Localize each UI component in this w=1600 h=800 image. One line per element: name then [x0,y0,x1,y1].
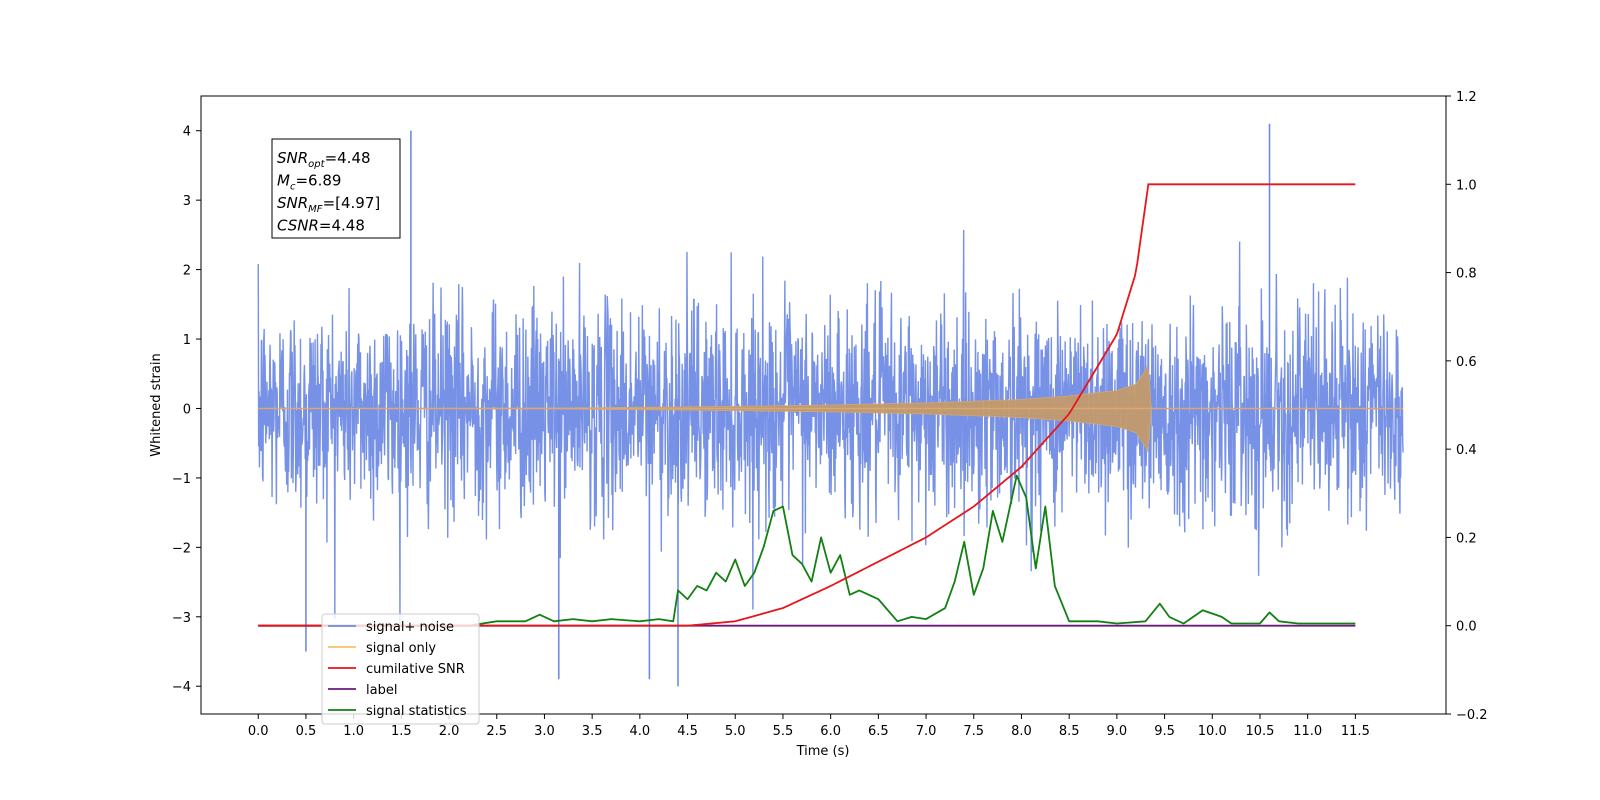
y2-tick-label: 0.8 [1456,267,1477,282]
y-axis-right: −0.2 0.0 0.2 0.4 0.6 0.8 1.0 1.2 [1446,90,1488,723]
y-axis-label: Whitened strain [149,353,164,456]
x-tick-label: 6.5 [868,724,889,739]
legend-entry-label: signal only [366,641,436,656]
x-tick-label: 6.0 [820,724,841,739]
x-axis-label: Time (s) [796,744,850,759]
y2-tick-label: 0.4 [1456,443,1477,458]
y-tick-label: 1 [183,333,191,348]
x-tick-label: 5.0 [725,724,746,739]
x-tick-label: 2.5 [486,724,507,739]
x-tick-label: 3.5 [582,724,603,739]
x-tick-label: 5.5 [773,724,794,739]
y-tick-label: 0 [183,402,191,417]
legend-frame [321,613,480,725]
x-tick-label: 0.0 [248,724,269,739]
plot-area-frame [200,95,1447,715]
x-tick-label: 8.0 [1011,724,1032,739]
legend-entry-label: signal+ noise [366,620,454,635]
annotation-line: SNRopt=4.48 [277,149,371,170]
data-layer [257,123,1404,687]
y-tick-label: 4 [183,125,191,140]
x-tick-label: 3.0 [534,724,555,739]
legend-entry-label: signal statistics [366,704,467,719]
legend: signal+ noise signal only cumilative SNR la… [321,613,480,725]
x-tick-label: 11.5 [1341,724,1370,739]
x-tick-label: 1.5 [391,724,412,739]
x-tick-label: 11.0 [1293,724,1322,739]
series-signal-noise-line [257,229,1404,627]
y2-tick-label: 0.0 [1456,620,1477,635]
x-tick-label: 9.5 [1154,724,1175,739]
y-tick-label: −1 [172,472,191,487]
y-tick-label: 3 [183,194,191,209]
series-signal-statistics-line [258,474,1356,627]
y2-tick-label: 1.0 [1456,178,1477,193]
y2-tick-label: 0.6 [1456,355,1477,370]
x-tick-label: 4.0 [630,724,651,739]
x-tick-label: 9.0 [1107,724,1128,739]
x-tick-label: 7.0 [916,724,937,739]
x-tick-label: 10.0 [1198,724,1227,739]
x-tick-label: 8.5 [1059,724,1080,739]
y2-tick-label: 1.2 [1456,90,1477,105]
y-axis-left: −4 −3 −2 −1 0 1 2 3 4 [172,125,201,695]
x-tick-label: 1.0 [343,724,364,739]
x-tick-label: 7.5 [963,724,984,739]
legend-entry-label: label [366,683,397,698]
x-axis: 0.0 0.5 1.0 1.5 2.0 2.5 3.0 3.5 4.0 4.5 5.0 5.5 6.0 6… [248,714,1370,739]
y-tick-label: −3 [172,611,191,626]
x-tick-label: 0.5 [296,724,317,739]
y2-tick-label: −0.2 [1456,708,1488,723]
annotation-line: CSNR=4.48 [277,217,365,235]
legend-entry-label: cumilative SNR [366,662,465,677]
x-tick-label: 2.0 [439,724,460,739]
y-tick-label: 2 [183,264,191,279]
y2-tick-label: 0.2 [1456,531,1477,546]
y-tick-label: −2 [172,541,191,556]
y-tick-label: −4 [172,680,191,695]
annotation-line: SNRMF=[4.97] [277,194,380,215]
x-tick-label: 10.5 [1245,724,1274,739]
annotation-line: Mc=6.89 [277,172,341,193]
annotation-frame [271,138,401,239]
x-tick-label: 4.5 [677,724,698,739]
